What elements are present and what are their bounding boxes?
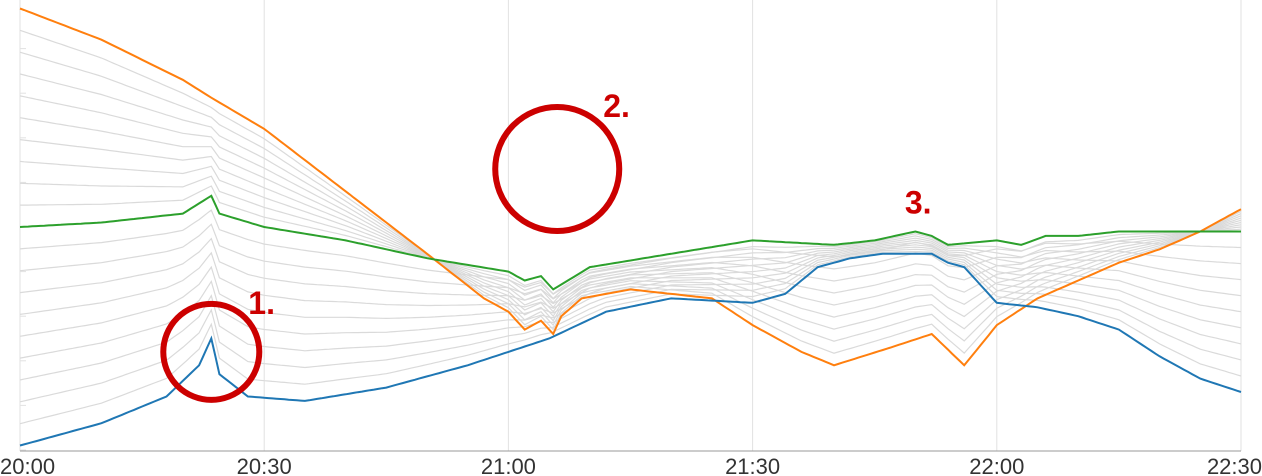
x-tick-label: 21:30: [725, 454, 780, 476]
background-series-line: [19, 73, 1242, 330]
x-tick-label: 21:00: [481, 454, 536, 476]
background-series-line: [19, 209, 1242, 295]
background-series-line: [19, 117, 1242, 313]
background-series-line: [20, 185, 1242, 295]
background-series-line: [19, 239, 1242, 315]
background-series-line: [19, 248, 1242, 403]
annotation-label: 2.: [603, 88, 630, 124]
background-series-line: [19, 250, 1242, 425]
background-series-line: [19, 175, 1242, 300]
background-series-line: [19, 246, 1242, 381]
annotation-circle: [160, 300, 263, 403]
annotation-label: 1.: [248, 285, 275, 321]
background-series-line: [19, 51, 1242, 342]
x-tick-label: 22:30: [1207, 454, 1262, 476]
background-series-line: [19, 29, 1242, 354]
highlighted-series-line: [19, 7, 1242, 367]
x-tick-label: 20:00: [0, 454, 55, 476]
x-tick-label: 20:30: [237, 454, 292, 476]
gridlines: [19, 0, 1242, 451]
highlighted-series: [19, 7, 1242, 447]
x-tick-label: 22:00: [969, 454, 1024, 476]
background-series-line: [19, 95, 1242, 318]
annotation-label: 3.: [905, 185, 932, 221]
x-axis-ticks: 20:00 20:30 21:00 21:30 22:00 22:30: [0, 454, 1262, 476]
highlighted-series-line: [19, 194, 1241, 291]
annotation-circle: [492, 104, 623, 235]
annotations: 1. 2. 3.: [160, 88, 932, 403]
background-series-line: [19, 139, 1242, 309]
background-series: [19, 29, 1242, 425]
background-series-line: [19, 160, 1242, 304]
highlighted-series-line: [19, 252, 1242, 447]
